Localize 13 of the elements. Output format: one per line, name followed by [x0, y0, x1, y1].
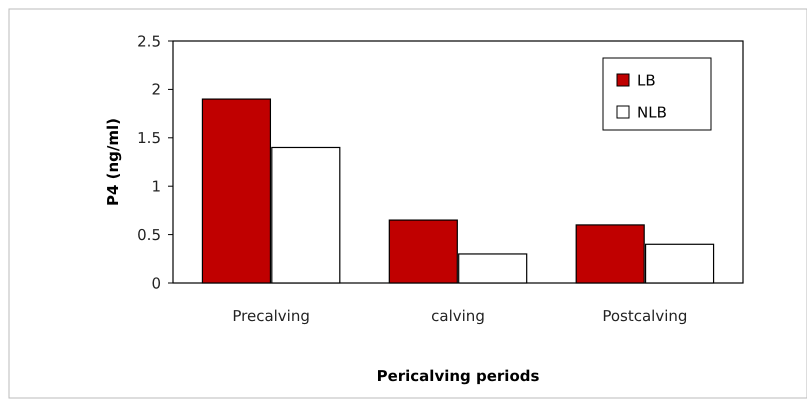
legend-label: NLB [637, 103, 667, 122]
y-tick-label: 0 [151, 274, 161, 292]
x-tick-label: calving [431, 307, 485, 325]
y-tick-label: 0.5 [137, 226, 161, 244]
y-tick-label: 1.5 [137, 129, 161, 148]
x-axis-title: Pericalving periods [376, 367, 540, 385]
y-tick-label: 2.5 [137, 32, 161, 50]
y-tick-label: 1 [151, 177, 161, 196]
x-tick-label: Postcalving [602, 307, 688, 325]
legend-label: LB [637, 71, 656, 90]
y-tick-label: 2 [151, 80, 161, 99]
x-tick-label: Precalving [232, 307, 310, 325]
y-axis-title: P4 (ng/ml) [104, 118, 122, 206]
